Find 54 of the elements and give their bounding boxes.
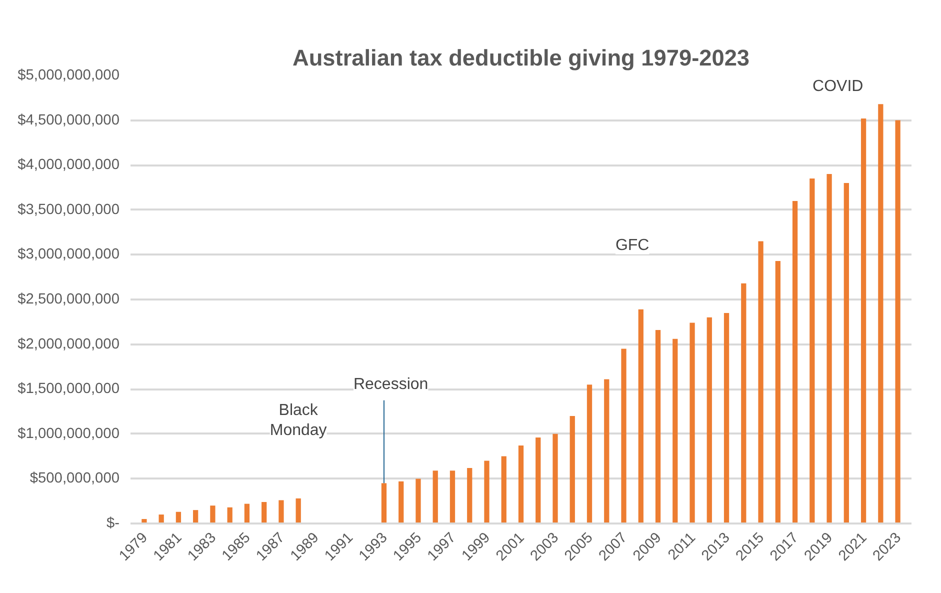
bar <box>758 241 764 524</box>
annotation: GFC <box>615 237 650 254</box>
bar <box>193 510 198 524</box>
bar <box>416 478 421 524</box>
bar <box>586 384 592 524</box>
bar <box>296 498 301 524</box>
y-tick-label: $2,500,000,000 <box>18 292 120 308</box>
y-tick-label: $1,000,000,000 <box>18 426 120 442</box>
bar <box>210 506 216 524</box>
bar <box>724 312 730 524</box>
bar <box>810 178 815 524</box>
bar <box>227 507 232 524</box>
bar <box>278 500 284 524</box>
y-tick-label: $1,500,000,000 <box>18 381 120 398</box>
bar <box>244 504 250 524</box>
bar <box>706 317 712 524</box>
bar <box>432 470 438 524</box>
y-tick-label: $5,000,000,000 <box>18 68 120 84</box>
annotation: Recession <box>353 376 428 394</box>
y-tick-label: $- <box>106 516 120 532</box>
annotation: COVID <box>812 78 864 96</box>
y-tick-label: $4,000,000,000 <box>18 157 120 174</box>
bar <box>621 348 626 524</box>
y-tick-label: $4,500,000,000 <box>18 112 120 128</box>
bar <box>552 434 558 524</box>
bar <box>895 120 900 524</box>
bar <box>878 104 884 524</box>
bar <box>484 460 490 524</box>
bar <box>672 338 678 524</box>
y-tick-label: $500,000,000 <box>30 470 120 487</box>
chart-title: Australian tax deductible giving 1979-2023 <box>292 44 750 70</box>
bar <box>690 322 695 524</box>
y-tick-label: $3,000,000,000 <box>18 246 120 263</box>
bar <box>741 283 746 524</box>
bar <box>604 379 610 524</box>
bar <box>398 481 404 524</box>
bar <box>518 446 524 524</box>
bar <box>860 118 866 524</box>
y-tick-label: $2,000,000,000 <box>18 336 120 352</box>
bar <box>467 468 472 524</box>
bar <box>450 470 456 524</box>
bar <box>262 502 267 524</box>
bar <box>536 437 541 524</box>
annotation: Black Monday <box>270 402 327 440</box>
y-tick-label: $3,500,000,000 <box>18 202 120 218</box>
bar <box>570 416 575 524</box>
bar <box>638 309 644 524</box>
bar <box>501 456 506 524</box>
bar <box>826 174 832 524</box>
bar <box>844 183 849 524</box>
bar <box>775 260 780 524</box>
bar <box>381 483 387 524</box>
bar <box>655 330 661 524</box>
bar <box>792 200 798 524</box>
